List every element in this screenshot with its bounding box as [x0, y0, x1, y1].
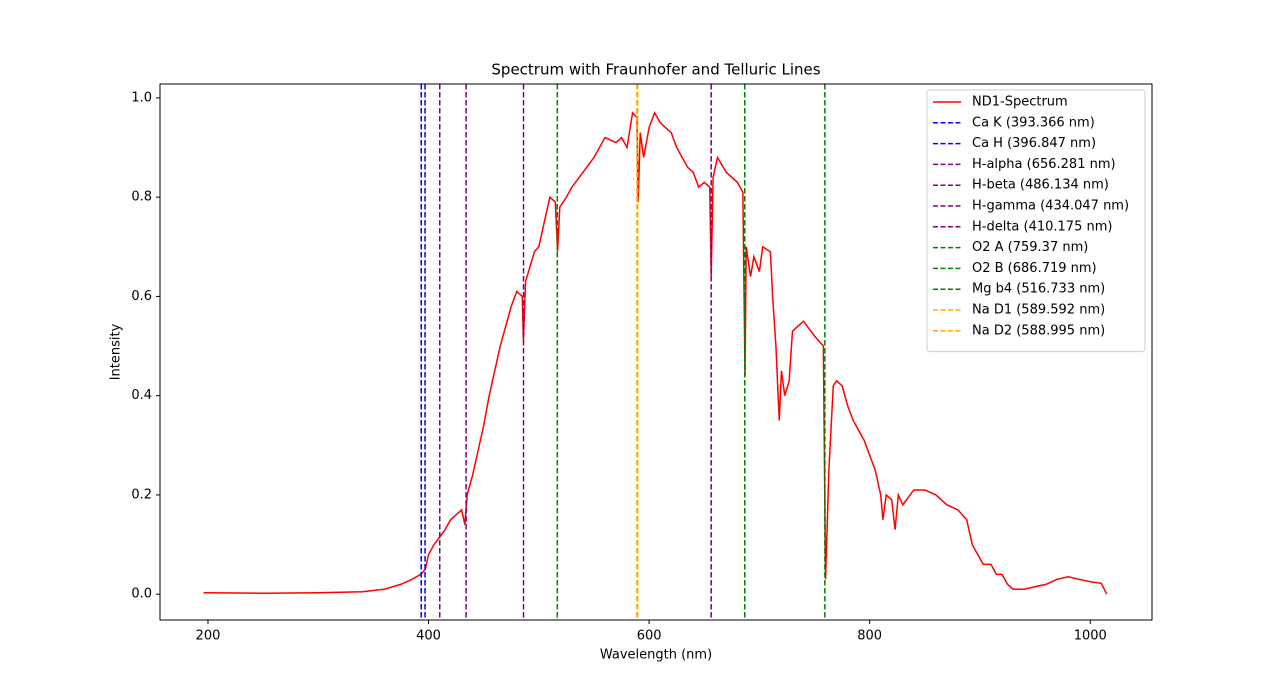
y-tick-label: 0.4 [131, 388, 152, 403]
legend-label: H-beta (486.134 nm) [972, 178, 1109, 193]
x-tick-label: 600 [637, 629, 662, 644]
chart-title: Spectrum with Fraunhofer and Telluric Li… [491, 61, 820, 79]
x-tick-label: 800 [857, 629, 882, 644]
x-axis-label: Wavelength (nm) [600, 648, 712, 663]
legend-label: Mg b4 (516.733 nm) [972, 282, 1105, 297]
legend-label: Ca H (396.847 nm) [972, 136, 1096, 151]
legend-label: H-alpha (656.281 nm) [972, 157, 1116, 172]
legend-label: Na D2 (588.995 nm) [972, 323, 1105, 338]
legend-label: ND1-Spectrum [972, 95, 1068, 110]
legend-label: O2 A (759.37 nm) [972, 240, 1088, 255]
y-tick-label: 0.2 [131, 487, 152, 502]
legend-label: Ca K (393.366 nm) [972, 115, 1095, 130]
legend-label: O2 B (686.719 nm) [972, 261, 1097, 276]
x-tick-label: 400 [416, 629, 441, 644]
y-tick-label: 0.0 [131, 587, 152, 602]
legend-box [926, 89, 1146, 353]
y-tick-label: 0.6 [131, 289, 152, 304]
x-tick-label: 200 [196, 629, 221, 644]
y-axis-label: Intensity [109, 323, 124, 380]
y-tick-label: 0.8 [131, 190, 152, 205]
x-tick-label: 1000 [1074, 629, 1107, 644]
legend-label: H-delta (410.175 nm) [972, 219, 1112, 234]
legend-label: Na D1 (589.592 nm) [972, 303, 1105, 318]
y-tick-label: 1.0 [131, 90, 152, 105]
plot-frame [159, 83, 1153, 621]
legend-label: H-gamma (434.047 nm) [972, 199, 1129, 214]
